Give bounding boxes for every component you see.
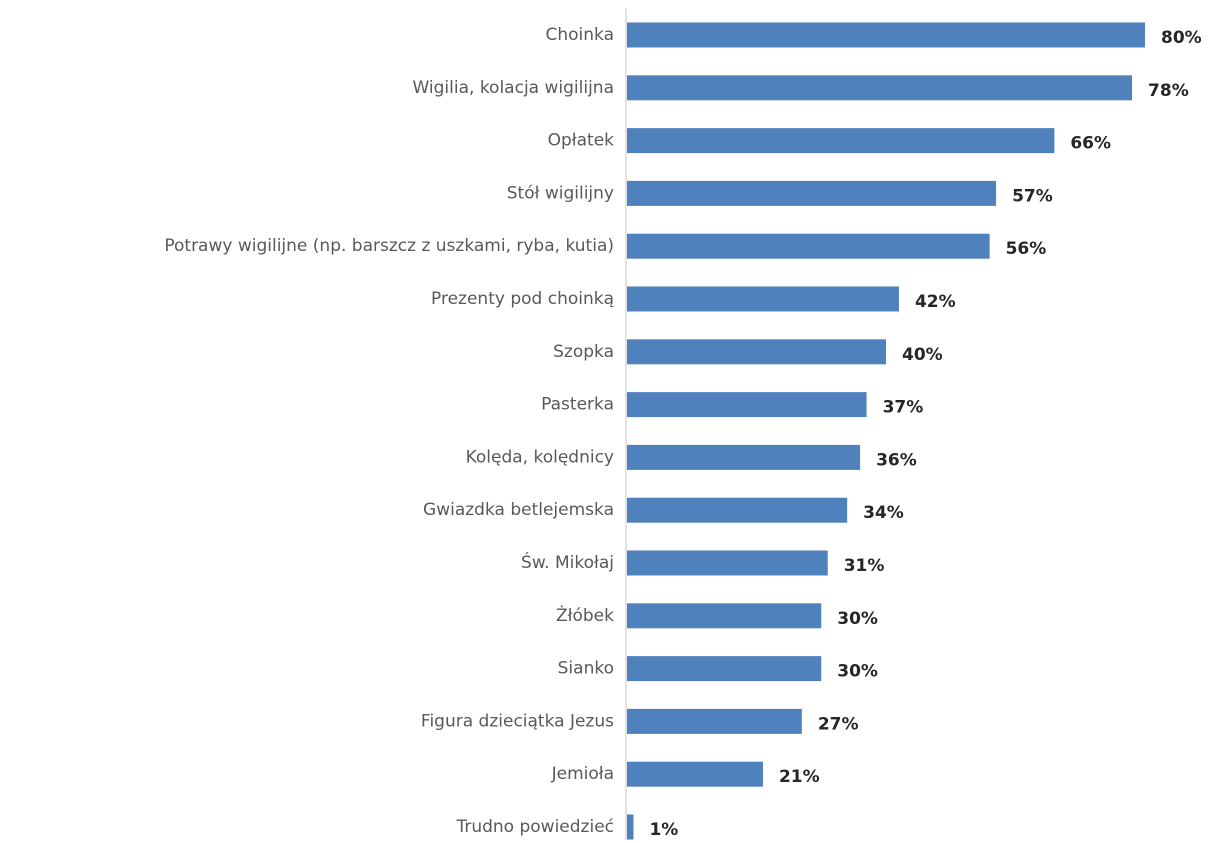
data-label: 66% [1070, 134, 1111, 154]
bar [627, 286, 899, 312]
category-label: Opłatek [548, 131, 615, 151]
data-label: 37% [883, 398, 924, 418]
category-label: Choinka [545, 25, 614, 45]
bar [627, 603, 822, 629]
data-label: 34% [863, 503, 904, 523]
bar [627, 339, 886, 365]
category-label: Gwiazdka betlejemska [423, 500, 614, 520]
category-label: Trudno powiedzieć [455, 817, 614, 837]
category-label: Figura dzieciątka Jezus [421, 711, 614, 731]
data-label: 27% [818, 714, 859, 734]
category-label: Jemioła [551, 764, 614, 784]
category-label: Stół wigilijny [507, 183, 614, 203]
data-label: 80% [1161, 28, 1202, 48]
category-label: Kolęda, kolędnicy [466, 447, 614, 467]
bar [627, 761, 763, 787]
category-label: Wigilia, kolacja wigilijna [412, 78, 614, 98]
data-label: 1% [649, 820, 678, 840]
data-label: 56% [1006, 239, 1047, 259]
data-label: 36% [876, 450, 917, 470]
data-label: 78% [1148, 81, 1189, 101]
category-label: Szopka [553, 342, 614, 362]
bar [627, 708, 802, 734]
bar [627, 22, 1145, 48]
bar [627, 814, 634, 840]
data-label: 21% [779, 767, 820, 787]
bar [627, 392, 867, 418]
bar [627, 180, 997, 206]
data-label: 30% [837, 662, 878, 682]
bar [627, 75, 1133, 101]
bar [627, 550, 828, 576]
category-label: Potrawy wigilijne (np. barszcz z uszkami… [164, 236, 614, 256]
category-label: Żłóbek [556, 605, 614, 626]
bar [627, 128, 1055, 154]
data-label: 30% [837, 609, 878, 629]
data-label: 40% [902, 345, 943, 365]
bar [627, 233, 990, 259]
category-label: Sianko [558, 659, 614, 679]
category-label: Prezenty pod choinką [431, 289, 614, 309]
bar [627, 497, 848, 523]
category-label: Pasterka [541, 395, 614, 415]
bar [627, 656, 822, 682]
bar [627, 444, 861, 470]
data-label: 42% [915, 292, 956, 312]
data-label: 57% [1012, 186, 1053, 206]
data-label: 31% [844, 556, 885, 576]
category-label: Św. Mikołaj [521, 551, 614, 573]
